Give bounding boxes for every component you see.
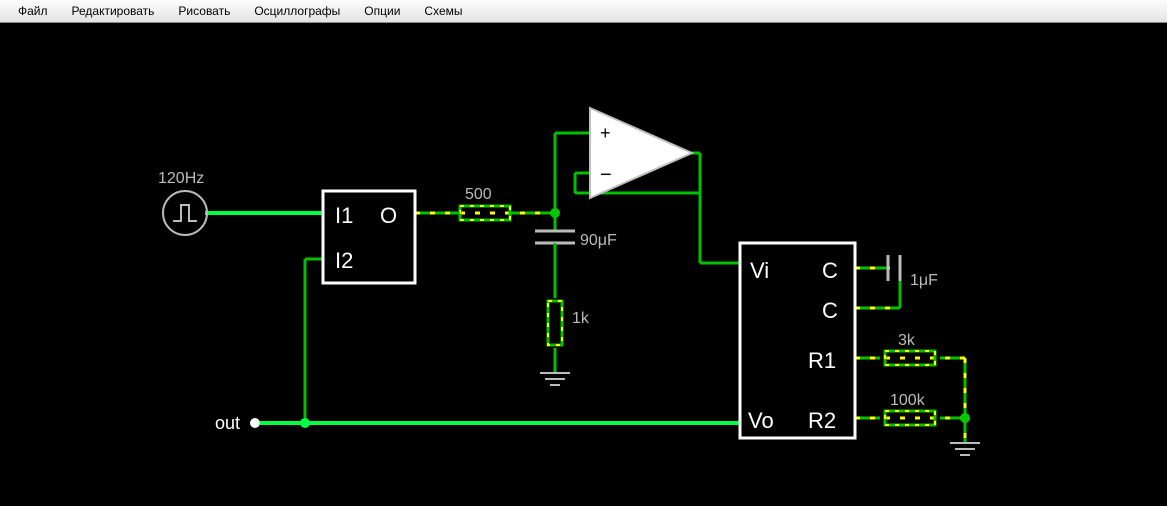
resistor-100k-label: 100k: [890, 392, 926, 409]
block1-pin-i2: I2: [335, 248, 353, 273]
menu-scopes[interactable]: Осциллографы: [242, 4, 352, 18]
cap-90-label: 90μF: [580, 232, 617, 249]
cap-1uf-label: 1μF: [910, 272, 938, 289]
resistor-500-label: 500: [465, 186, 492, 203]
block2-pin-c2: C: [822, 298, 838, 323]
menu-options[interactable]: Опции: [352, 4, 412, 18]
capacitor-90uf[interactable]: 90μF: [535, 231, 617, 249]
resistor-3k[interactable]: 3k: [885, 332, 935, 365]
schematic-canvas[interactable]: 120Hz I1 I2 O 500 90μF 1k + −: [0, 23, 1167, 506]
ground-2: [950, 443, 980, 455]
menu-file[interactable]: Файл: [6, 4, 60, 18]
opamp-minus: −: [600, 164, 612, 186]
block1-pin-o: O: [380, 203, 397, 228]
resistor-1k-label: 1k: [572, 310, 590, 327]
menu-draw[interactable]: Рисовать: [166, 4, 242, 18]
resistor-1k[interactable]: 1k: [548, 301, 590, 345]
source-120hz[interactable]: 120Hz: [158, 170, 207, 235]
block2-pin-vi: Vi: [750, 258, 769, 283]
resistor-3k-label: 3k: [898, 332, 916, 349]
block-1[interactable]: I1 I2 O: [323, 191, 415, 283]
menu-bar: Файл Редактировать Рисовать Осциллографы…: [0, 0, 1167, 23]
source-freq-label: 120Hz: [158, 170, 204, 187]
selection-dashes: [415, 213, 965, 443]
ground-1: [540, 373, 570, 385]
block1-pin-i1: I1: [335, 203, 353, 228]
resistor-500[interactable]: 500: [455, 186, 515, 220]
block2-pin-vo: Vo: [748, 408, 774, 433]
opamp-plus: +: [600, 123, 611, 143]
block2-pin-r1: R1: [808, 348, 836, 373]
capacitor-1uf[interactable]: 1μF: [880, 255, 938, 289]
opamp[interactable]: + −: [590, 108, 692, 198]
node-1: [550, 208, 560, 218]
resistor-100k[interactable]: 100k: [885, 392, 935, 425]
node-2: [960, 413, 970, 423]
out-terminal[interactable]: out: [215, 413, 260, 433]
block2-pin-c1: C: [822, 258, 838, 283]
block-2[interactable]: Vi Vo C C R1 R2: [740, 243, 855, 438]
out-label: out: [215, 413, 240, 433]
menu-circuits[interactable]: Схемы: [412, 4, 474, 18]
node-3: [300, 418, 310, 428]
wires: [205, 133, 965, 443]
menu-edit[interactable]: Редактировать: [60, 4, 167, 18]
block2-pin-r2: R2: [808, 408, 836, 433]
